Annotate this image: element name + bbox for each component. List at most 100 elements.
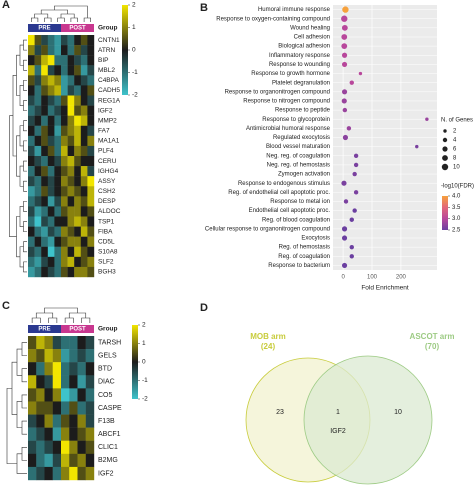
heatmap-cell (87, 75, 95, 86)
heatmap-cell (44, 362, 53, 376)
row-label: C4BPA (98, 77, 119, 84)
heatmap-cell (61, 156, 68, 167)
heatmap-cell (41, 256, 48, 268)
heatmap-cell (67, 206, 75, 217)
category-label: Zymogen activation (278, 172, 330, 178)
heatmap-cell (69, 336, 78, 350)
heatmap-cell (77, 349, 86, 363)
x-axis-title: Fold Enrichment (361, 285, 409, 292)
heatmap-cell (44, 414, 53, 428)
heatmap-cell (61, 375, 70, 389)
heatmap-cell (74, 166, 81, 177)
heatmap-cell (74, 156, 81, 167)
heatmap-cell (54, 236, 62, 247)
heatmap-cell (34, 246, 42, 258)
heatmap-cell (52, 453, 62, 468)
heatmap-cell (36, 453, 45, 468)
heatmap-cell (61, 414, 70, 428)
category-label: Response to wounding (269, 62, 330, 68)
heatmap-cell (67, 125, 75, 137)
category-label: Response to growth hormone (251, 71, 330, 77)
heatmap-cell (87, 115, 95, 126)
heatmap-cell (87, 145, 95, 157)
point (341, 34, 348, 40)
heatmap-cell (87, 216, 95, 227)
heatmap-cell (80, 95, 88, 106)
colorbar-tick-label: -2 (132, 92, 138, 99)
heatmap-cell (61, 65, 68, 76)
venn-count: 23 (276, 409, 284, 416)
heatmap-cell (77, 362, 86, 376)
point (341, 262, 348, 269)
heatmap-cell (28, 55, 35, 66)
heatmap-cell (80, 145, 88, 157)
heatmap-cell (80, 266, 88, 278)
heatmap-cell (54, 186, 62, 197)
heatmap-cell (44, 349, 53, 363)
heatmap-cell (74, 65, 81, 76)
heatmap-cell (34, 226, 42, 237)
legend-size-dot (442, 146, 448, 152)
heatmap-cell (67, 226, 75, 237)
heatmap-cell (34, 196, 42, 207)
heatmap-cell (52, 349, 62, 363)
heatmap-cell (80, 186, 88, 197)
heatmap-cell (61, 75, 68, 86)
heatmap-cell (34, 145, 42, 157)
heatmap-cell (74, 186, 81, 197)
heatmap-cell (54, 115, 62, 126)
heatmap-cell (67, 266, 75, 278)
heatmap-cell (61, 166, 68, 177)
heatmap-cell (54, 35, 62, 46)
heatmap-cell (47, 256, 55, 268)
heatmap-cell (41, 166, 48, 177)
legend-size-label: 10 (453, 165, 460, 171)
heatmap-cell (80, 65, 88, 76)
heatmap-cell (69, 375, 78, 389)
category-label: Response to bacterium (268, 263, 330, 269)
heatmap-cell (61, 466, 70, 481)
heatmap-cell (61, 95, 68, 106)
dendrogram (31, 307, 91, 323)
category-label: Neg. reg. of coagulation (266, 153, 330, 159)
colorbar-tick-label: 0 (132, 47, 136, 54)
x-tick-label: 100 (367, 275, 378, 281)
heatmap-cell (52, 401, 62, 415)
heatmap-cell (61, 236, 68, 247)
heatmap-cell (34, 95, 42, 106)
point (425, 117, 429, 121)
category-label: Cell adhesion (294, 35, 330, 41)
heatmap-cell (80, 226, 88, 237)
panel-label: B (200, 2, 208, 14)
heatmap-cell (80, 75, 88, 86)
heatmap-cell (47, 176, 55, 187)
colorbar (132, 325, 138, 399)
heatmap-cell (61, 145, 68, 157)
heatmap-cell (67, 85, 75, 96)
heatmap-cell (87, 266, 95, 278)
row-label: F13B (98, 418, 115, 425)
heatmap-cell (44, 375, 53, 389)
row-label: CLIC1 (98, 444, 118, 451)
heatmap-cell (41, 266, 48, 278)
category-label: Blood vessel maturation (266, 144, 330, 150)
heatmap-cell (69, 349, 78, 363)
heatmap-cell (87, 186, 95, 197)
heatmap-cell (36, 388, 45, 402)
colorbar-tick-label: 0 (142, 359, 146, 366)
heatmap-cell (28, 266, 35, 278)
heatmap-cell (85, 388, 95, 402)
category-label: Cellular response to organonitrogen comp… (205, 226, 330, 232)
heatmap-cell (67, 216, 75, 227)
point (342, 134, 349, 141)
heatmap-cell (28, 85, 35, 96)
point (341, 180, 347, 186)
heatmap-cell (44, 466, 53, 481)
heatmap-cell (28, 453, 37, 468)
heatmap-cell (67, 105, 75, 116)
heatmap-cell (44, 440, 53, 455)
row-label: BGH3 (98, 269, 116, 276)
heatmap-cell (61, 186, 68, 197)
heatmap-cell (69, 388, 78, 402)
